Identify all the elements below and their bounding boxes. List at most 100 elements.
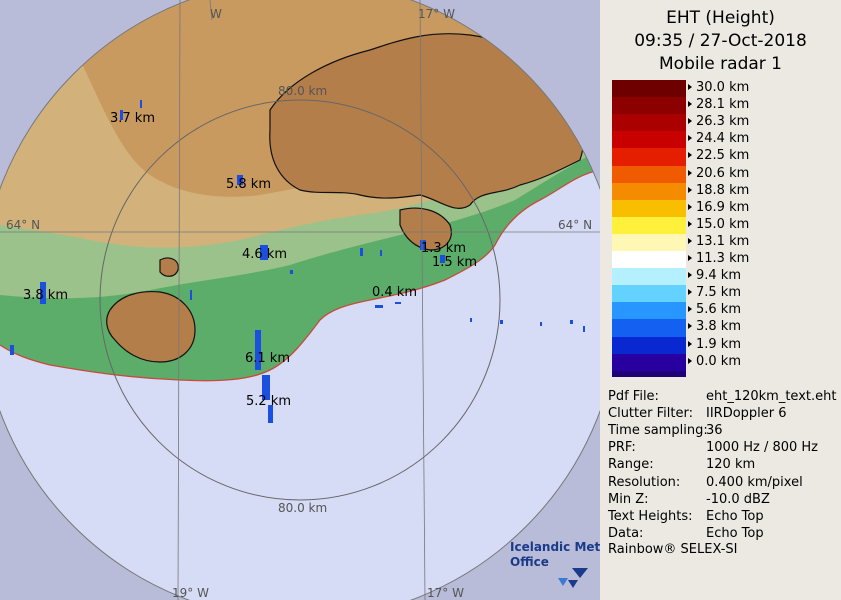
colorbar-label: 1.9 km [696,336,741,352]
coastline [0,169,600,382]
product-timestamp: 09:35 / 27-Oct-2018 [634,31,807,51]
info-value: Echo Top [706,525,764,541]
colorbar-swatch [612,80,686,98]
glacier-small-3 [159,257,179,277]
info-value: 0.400 km/pixel [706,474,803,490]
colorbar-swatch [612,285,686,304]
echo-label: 4.6 km [242,247,287,262]
info-value: eht_120km_text.eht [706,389,837,404]
colorbar-label: 26.3 km [696,114,750,130]
logo-line-1: Icelandic Met [510,540,600,554]
colorbar-tick-icon [688,152,692,159]
echo-label: 3.8 km [23,288,68,303]
colorbar-label: 30.0 km [696,80,750,95]
lon-label-17w-top: 17° W [418,7,455,21]
logo-mark-icon [572,568,588,578]
info-value: IIRDoppler 6 [706,406,787,422]
info-value: -10.0 dBZ [706,491,770,507]
info-panel: EHT (Height) 09:35 / 27-Oct-2018 Mobile … [600,0,841,600]
meridian-top [209,0,213,21]
colorbar-swatch [612,268,686,287]
echo-label: 5.8 km [226,177,271,192]
colorbar-tick-icon [688,135,692,142]
colorbar-tick-icon [688,272,692,279]
echo-label: 1.5 km [432,255,477,270]
colorbar-swatch [612,353,686,372]
colorbar-label: 11.3 km [696,251,750,266]
colorbar-tick-icon [688,255,692,261]
glacier-vatnajokull [269,33,585,209]
colorbar-label: 9.4 km [696,268,741,284]
echo-label: 3.7 km [110,111,155,126]
meridian-19w [177,0,181,600]
echo-label: 1.3 km [421,241,466,256]
colorbar-label: 24.4 km [696,131,750,147]
colorbar-tick-icon [688,340,692,347]
glacier-myrdalsjokull [106,290,196,363]
colorbar-tick-icon [688,220,692,227]
colorbar-swatch [612,216,686,235]
colorbar-label: 15.0 km [696,216,750,232]
radar-map: 80.0 km 80.0 km 64° N 64° N 19° W 17° W … [0,0,600,600]
colorbar-tick-icon [688,203,692,210]
colorbar-label: 13.1 km [696,233,750,249]
range-label-bottom: 80.0 km [278,501,327,515]
logo-line-2: Office [510,555,549,569]
info-value: Echo Top [706,508,764,524]
echo-label: 0.4 km [372,285,417,300]
colorbar-label: 5.6 km [696,302,741,318]
lon-label-17w: 17° W [427,586,464,600]
info-key: Data: [608,525,644,541]
info-key: PRF: [608,440,636,456]
info-key: Range: [608,457,654,473]
info-key: Resolution: [608,474,681,490]
product-title: EHT (Height) [666,8,775,28]
colorbar-tick-icon [688,323,692,330]
colorbar-tick-icon [688,101,692,108]
colorbar-label: 0.0 km [696,353,741,369]
colorbar-swatch [612,233,686,252]
info-value: 36 [706,423,723,439]
info-key: Text Heights: [608,508,693,524]
colorbar-label: 18.8 km [696,182,750,198]
colorbar-label: 20.6 km [696,165,750,181]
colorbar-tick-icon [688,118,692,125]
colorbar-swatch [612,165,686,184]
echo-label: 6.1 km [245,351,290,366]
colorbar-swatch [612,370,686,377]
colorbar-swatch [612,114,686,133]
colorbar-tick-icon [688,357,692,364]
radar-name: Mobile radar 1 [659,54,782,74]
colorbar-tick-icon [688,169,692,176]
info-key: Clutter Filter: [608,406,693,422]
range-ring-80km [99,99,501,501]
colorbar-swatch [612,182,686,201]
info-value: 1000 Hz / 800 Hz [706,440,819,456]
lat-label-left: 64° N [6,218,40,232]
colorbar-swatch [612,302,686,321]
lon-label-19w: 19° W [172,586,209,600]
info-key: Time sampling: [608,423,708,439]
info-key: Min Z: [608,491,649,507]
vendor-footer: Rainbow® SELEX-SI [608,542,738,557]
colorbar-tick-icon [688,237,692,244]
radar-echoes [10,100,585,423]
range-label-top: 80.0 km [278,84,327,98]
echo-height-labels: 3.7 km 5.8 km 4.6 km 3.8 km 1.3 km 1.5 k… [23,111,477,409]
glacier-small-1 [399,207,452,251]
colorbar-swatch [612,148,686,167]
colorbar-label: 3.8 km [696,319,741,335]
echo-label: 5.2 km [246,394,291,409]
lon-label-top-w: W [210,7,222,21]
colorbar-swatch [612,319,686,338]
colorbar-tick-icon [688,84,692,90]
meridian-17w [419,0,426,600]
colorbar-swatch [612,336,686,355]
lat-label-right: 64° N [558,218,592,232]
info-key: Pdf File: [608,389,659,404]
colorbar-swatch [612,131,686,150]
colorbar-tick-icon [688,289,692,296]
colorbar-label: 22.5 km [696,148,750,164]
colorbar-label: 28.1 km [696,97,750,113]
colorbar-label: 16.9 km [696,199,750,215]
